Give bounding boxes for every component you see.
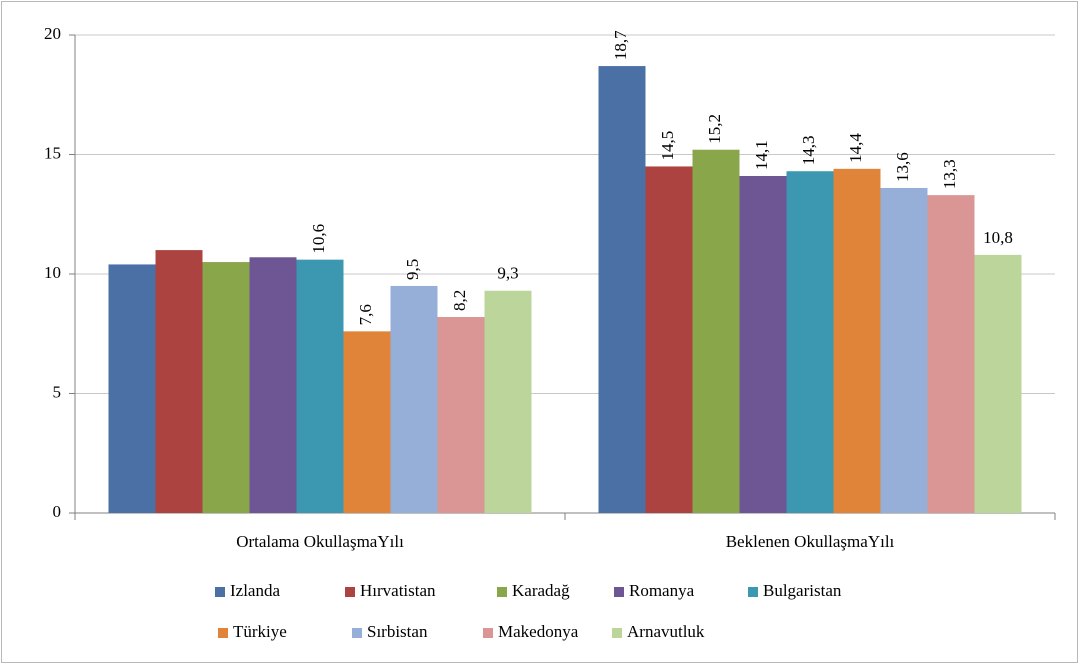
data-label: 10,6	[309, 224, 328, 254]
bar	[974, 254, 1022, 513]
legend-label: Türkiye	[233, 622, 287, 641]
data-label: 9,3	[497, 264, 518, 283]
legend-label: Karadağ	[512, 581, 570, 600]
bar	[927, 195, 975, 513]
bar	[296, 259, 344, 513]
legend-swatch	[614, 587, 624, 597]
data-label: 15,2	[705, 114, 724, 144]
data-label: 13,3	[940, 159, 959, 189]
data-label: 10,8	[983, 228, 1013, 247]
legend-label: Sırbistan	[367, 622, 428, 641]
x-tick-label: Beklenen OkullaşmaYılı	[726, 532, 895, 551]
legend-swatch	[612, 628, 622, 638]
bar	[202, 262, 250, 513]
data-label: 14,3	[799, 135, 818, 165]
y-tick-label: 0	[53, 502, 62, 521]
legend-label: Arnavutluk	[627, 622, 705, 641]
data-label: 14,4	[846, 133, 865, 163]
data-label: 14,5	[658, 131, 677, 161]
bar	[390, 285, 438, 513]
legend-swatch	[218, 628, 228, 638]
bar	[598, 66, 646, 513]
legend-swatch	[497, 587, 507, 597]
legend-swatch	[352, 628, 362, 638]
y-tick-label: 10	[44, 263, 61, 282]
bar	[880, 187, 928, 513]
data-label: 9,5	[403, 259, 422, 280]
legend-label: Romanya	[629, 581, 695, 600]
legend-label: Hırvatistan	[360, 581, 436, 600]
bar	[249, 257, 297, 513]
legend-swatch	[345, 587, 355, 597]
data-label: 18,7	[611, 30, 630, 60]
y-tick-label: 20	[44, 24, 61, 43]
data-label: 7,6	[356, 304, 375, 325]
legend-label: Makedonya	[498, 622, 579, 641]
bar	[786, 171, 834, 514]
legend-label: Izlanda	[230, 581, 280, 600]
legend-label: Bulgaristan	[763, 581, 842, 600]
y-tick-label: 15	[44, 143, 61, 162]
bar	[108, 264, 156, 513]
bar	[484, 290, 532, 513]
bar	[437, 317, 485, 513]
legend-swatch	[483, 628, 493, 638]
x-tick-label: Ortalama OkullaşmaYılı	[236, 532, 404, 551]
legend-swatch	[748, 587, 758, 597]
bar	[739, 176, 787, 513]
data-label: 14,1	[752, 140, 771, 170]
data-label: 8,2	[450, 290, 469, 311]
data-label: 13,6	[893, 152, 912, 182]
bar	[155, 250, 203, 513]
bar	[692, 149, 740, 513]
y-tick-label: 5	[53, 382, 62, 401]
bar	[833, 168, 881, 513]
bar	[645, 166, 693, 513]
bar	[343, 331, 391, 513]
legend-swatch	[215, 587, 225, 597]
